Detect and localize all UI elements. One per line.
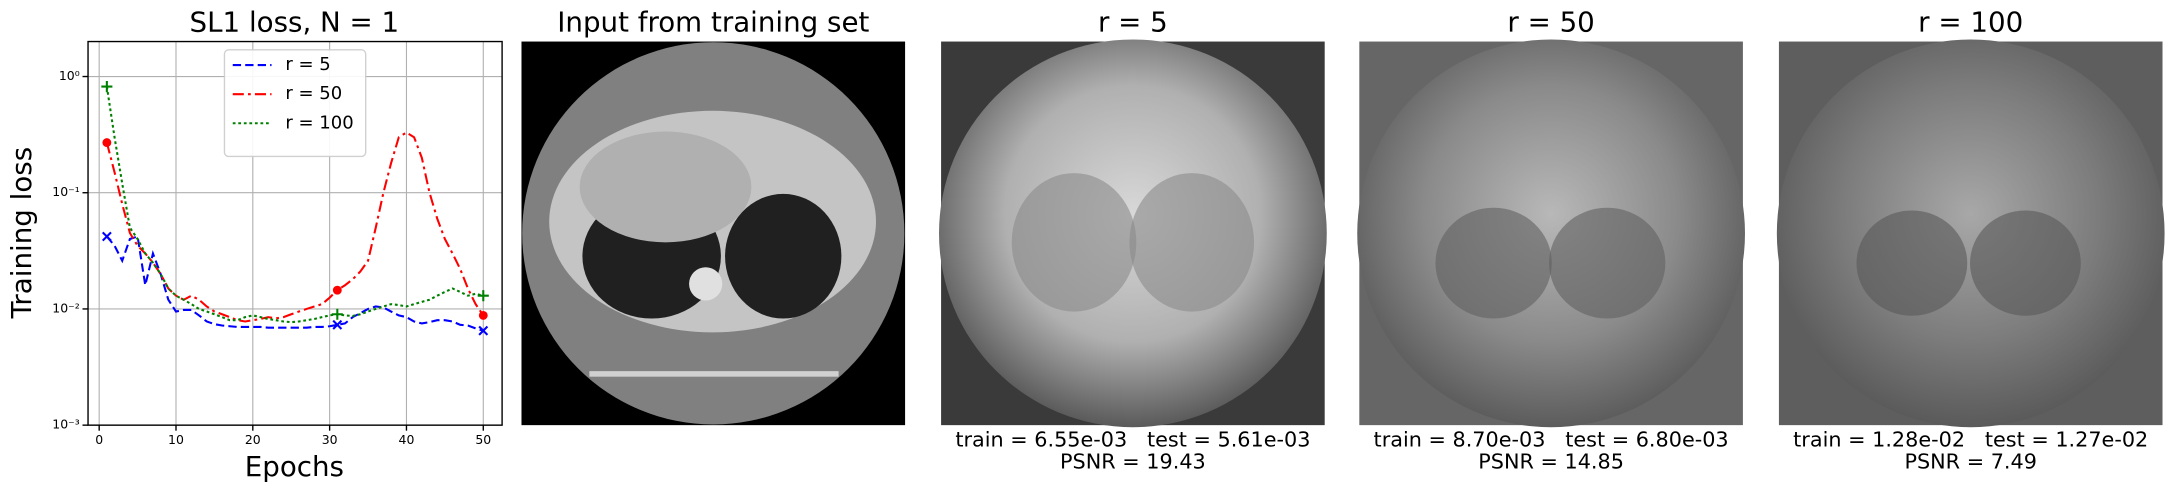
x-tick-label: 50 xyxy=(475,432,491,447)
x-tick-label: 20 xyxy=(245,432,261,447)
x-axis-label: Epochs xyxy=(245,450,344,483)
x-tick-label: 30 xyxy=(322,432,338,447)
panel-caption: PSNR = 7.49 xyxy=(1904,450,2037,474)
point-marker xyxy=(478,325,489,336)
recon-image xyxy=(1357,39,1745,428)
point-marker xyxy=(332,319,343,330)
legend-label: r = 50 xyxy=(285,83,342,104)
point-marker xyxy=(101,81,113,93)
recon-image xyxy=(939,39,1327,428)
x-tick-label: 40 xyxy=(399,432,415,447)
point-marker xyxy=(478,310,488,320)
y-tick-label: 10⁰ xyxy=(59,68,80,83)
y-tick-label: 10⁻² xyxy=(52,300,79,315)
point-marker xyxy=(331,308,343,320)
y-tick-label: 10⁻³ xyxy=(52,417,79,432)
y-axis-label: Training loss xyxy=(5,147,38,320)
panel-caption: train = 6.55e-03 test = 5.61e-03 xyxy=(955,427,1310,451)
plot-frame xyxy=(87,40,503,426)
legend-label: r = 5 xyxy=(285,54,330,75)
point-marker xyxy=(332,285,342,295)
panel-caption: train = 8.70e-03 test = 6.80e-03 xyxy=(1374,427,1729,451)
point-marker xyxy=(477,290,489,302)
legend-box xyxy=(223,49,367,158)
panel-caption: PSNR = 14.85 xyxy=(1478,450,1624,474)
point-marker xyxy=(101,231,112,242)
x-tick-label: 0 xyxy=(95,432,103,447)
series-line xyxy=(105,86,484,324)
input-image xyxy=(521,41,906,426)
panel-title: r = 5 xyxy=(1098,6,1168,39)
y-tick-label: 10⁻¹ xyxy=(52,184,79,199)
legend-label: r = 100 xyxy=(285,112,353,133)
series-line xyxy=(106,235,484,332)
panel-caption: train = 1.28e-02 test = 1.27e-02 xyxy=(1793,427,2148,451)
point-marker xyxy=(102,138,112,148)
chart-title: SL1 loss, N = 1 xyxy=(190,6,400,39)
panel-title: Input from training set xyxy=(557,6,869,39)
x-tick-label: 10 xyxy=(168,432,184,447)
recon-image xyxy=(1776,39,2165,428)
panel-caption: PSNR = 19.43 xyxy=(1060,450,1206,474)
panel-title: r = 100 xyxy=(1918,6,2023,39)
panel-title: r = 50 xyxy=(1507,6,1594,39)
